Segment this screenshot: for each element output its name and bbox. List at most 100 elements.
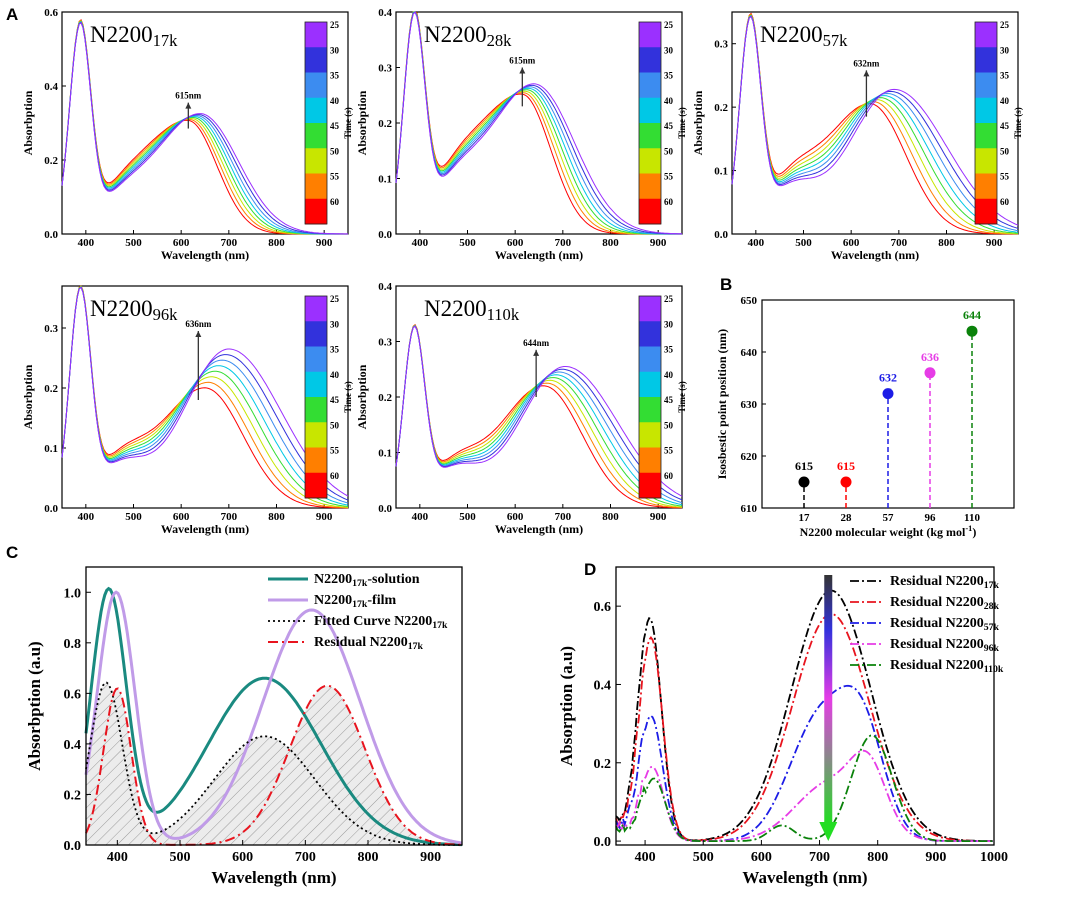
sample-title-main: N2200 xyxy=(90,296,153,321)
panel-a-plot-57k: 400 500 600 700 800 900 0.0 0.1 0.2 0.3 Wavelength… xyxy=(691,11,1023,262)
x-tick-label: 900 xyxy=(316,237,333,249)
x-axis-title: Wavelength (nm) xyxy=(742,868,867,887)
y-tick-label: 0.3 xyxy=(44,323,58,335)
colorbar-tick-label: 50 xyxy=(330,420,340,430)
colorbar-title: Time (s) xyxy=(677,107,687,139)
legend-entry-sub: 110k xyxy=(984,664,1004,675)
y-tick-label: 0.1 xyxy=(44,443,58,455)
sample-title-sub: 57k xyxy=(823,31,849,50)
colorbar-tick-label: 55 xyxy=(664,446,674,456)
colorbar-title: Time (s) xyxy=(343,107,353,139)
colorbar-frame xyxy=(638,21,662,225)
y-tick-label: 0.0 xyxy=(378,229,392,241)
colorbar-segment xyxy=(305,123,327,149)
colorbar-frame xyxy=(304,295,328,499)
isosbestic-label: 615nm xyxy=(175,91,202,101)
colorbar-tick-label: 50 xyxy=(1000,146,1010,156)
legend-entry-main: N2200 xyxy=(314,593,352,608)
colorbar-tick-label: 45 xyxy=(330,395,340,405)
spectrum-curve xyxy=(61,285,349,508)
isosbestic-arrow-head xyxy=(863,70,870,77)
x-tick-label: 400 xyxy=(412,237,429,249)
colorbar-tick-label: 30 xyxy=(664,319,674,329)
colorbar-tick-label: 60 xyxy=(1000,197,1010,207)
colorbar-segment xyxy=(975,72,997,99)
x-tick-label: 17 xyxy=(799,512,811,524)
x-tick-label: 110 xyxy=(964,512,980,524)
x-tick-label: 800 xyxy=(867,850,888,865)
spectrum-curve xyxy=(61,285,349,507)
plot-frame xyxy=(61,285,349,509)
colorbar-tick-label: 50 xyxy=(664,146,674,156)
colorbar-tick-label: 60 xyxy=(664,197,674,207)
colorbar-segment xyxy=(975,123,997,149)
series-residual xyxy=(85,684,462,846)
x-tick-label: 900 xyxy=(925,850,946,865)
panel-a-plot-28k: 400 500 600 700 800 900 0.0 0.1 0.2 0.3 0.4 Wavelen… xyxy=(355,7,687,262)
colorbar-tick-label: 45 xyxy=(664,121,674,131)
x-tick-label: 500 xyxy=(459,237,476,249)
x-axis-title-end: ) xyxy=(972,525,976,539)
sample-title-main: N2200 xyxy=(424,296,487,321)
y-tick-label: 0.6 xyxy=(44,7,58,19)
y-tick-label: 0.2 xyxy=(378,118,392,130)
colorbar-tick-label: 45 xyxy=(1000,121,1010,131)
plot-frame xyxy=(731,11,1019,235)
x-tick-label: 700 xyxy=(809,850,830,865)
colorbar-tick-label: 35 xyxy=(1000,71,1010,81)
panel-a-plot-110k: 400 500 600 700 800 900 0.0 0.1 0.2 0.3 0.4 Wavelen… xyxy=(355,281,687,536)
y-axis-title: Absorbption xyxy=(691,90,705,155)
sample-title: N220096k xyxy=(90,296,178,324)
colorbar-segment xyxy=(305,346,327,373)
y-tick-label: 640 xyxy=(741,347,758,359)
sample-title: N220057k xyxy=(760,22,848,50)
x-tick-label: 900 xyxy=(986,237,1003,249)
x-tick-label: 400 xyxy=(78,237,95,249)
colorbar-segment xyxy=(305,72,327,99)
spectrum-curve xyxy=(61,286,349,506)
colorbar-tick-label: 40 xyxy=(664,370,674,380)
colorbar-segment xyxy=(975,47,997,73)
y-tick-label: 0.2 xyxy=(594,757,612,772)
colorbar-tick-label: 25 xyxy=(330,294,340,304)
data-point xyxy=(882,388,894,400)
spectrum-curve xyxy=(395,325,683,506)
y-tick-label: 0.4 xyxy=(64,738,82,753)
isosbestic-label: 636nm xyxy=(185,319,212,329)
colorbar-tick-label: 55 xyxy=(1000,172,1010,182)
x-tick-label: 500 xyxy=(125,237,142,249)
x-tick-label: 800 xyxy=(358,850,379,865)
colorbar-tick-label: 40 xyxy=(330,96,340,106)
trend-arrow-head xyxy=(819,822,838,841)
legend-entry: Residual N220017k xyxy=(314,635,424,652)
panel-c-plot: C 400 500 600 700 800 900 0.0 0.2 0.4 0.6 0.8 1.0 Wav… xyxy=(6,543,463,887)
legend-entry-sub: 17k xyxy=(408,641,424,652)
colorbar-tick-label: 55 xyxy=(664,172,674,182)
y-tick-label: 630 xyxy=(741,399,758,411)
colorbar-tick-label: 25 xyxy=(330,20,340,30)
spectrum-curve xyxy=(61,21,348,235)
y-tick-label: 0.2 xyxy=(44,383,58,395)
legend-entry-sub: 17k xyxy=(352,578,368,589)
x-tick-label: 600 xyxy=(507,237,524,249)
plot-frame xyxy=(85,566,463,846)
colorbar-tick-label: 45 xyxy=(664,395,674,405)
data-point xyxy=(840,476,852,488)
y-tick-label: 610 xyxy=(741,503,758,515)
sample-title-sub: 96k xyxy=(153,305,179,324)
series-110k xyxy=(615,734,993,842)
x-tick-label: 800 xyxy=(602,237,619,249)
spectrum-curve xyxy=(61,285,348,509)
colorbar-segment xyxy=(639,22,661,48)
y-tick-label: 0.6 xyxy=(594,600,612,615)
y-axis-title: Absorbption xyxy=(21,364,35,429)
colorbar-segment xyxy=(639,97,661,124)
y-axis-title: Absorbption xyxy=(355,364,369,429)
colorbar-segment xyxy=(639,472,661,499)
spectrum-curve xyxy=(61,21,348,235)
y-tick-label: 0.8 xyxy=(64,637,82,652)
x-tick-label: 800 xyxy=(938,237,955,249)
colorbar-tick-label: 40 xyxy=(1000,96,1010,106)
value-label: 636 xyxy=(921,350,939,364)
colorbar-frame xyxy=(304,21,328,225)
